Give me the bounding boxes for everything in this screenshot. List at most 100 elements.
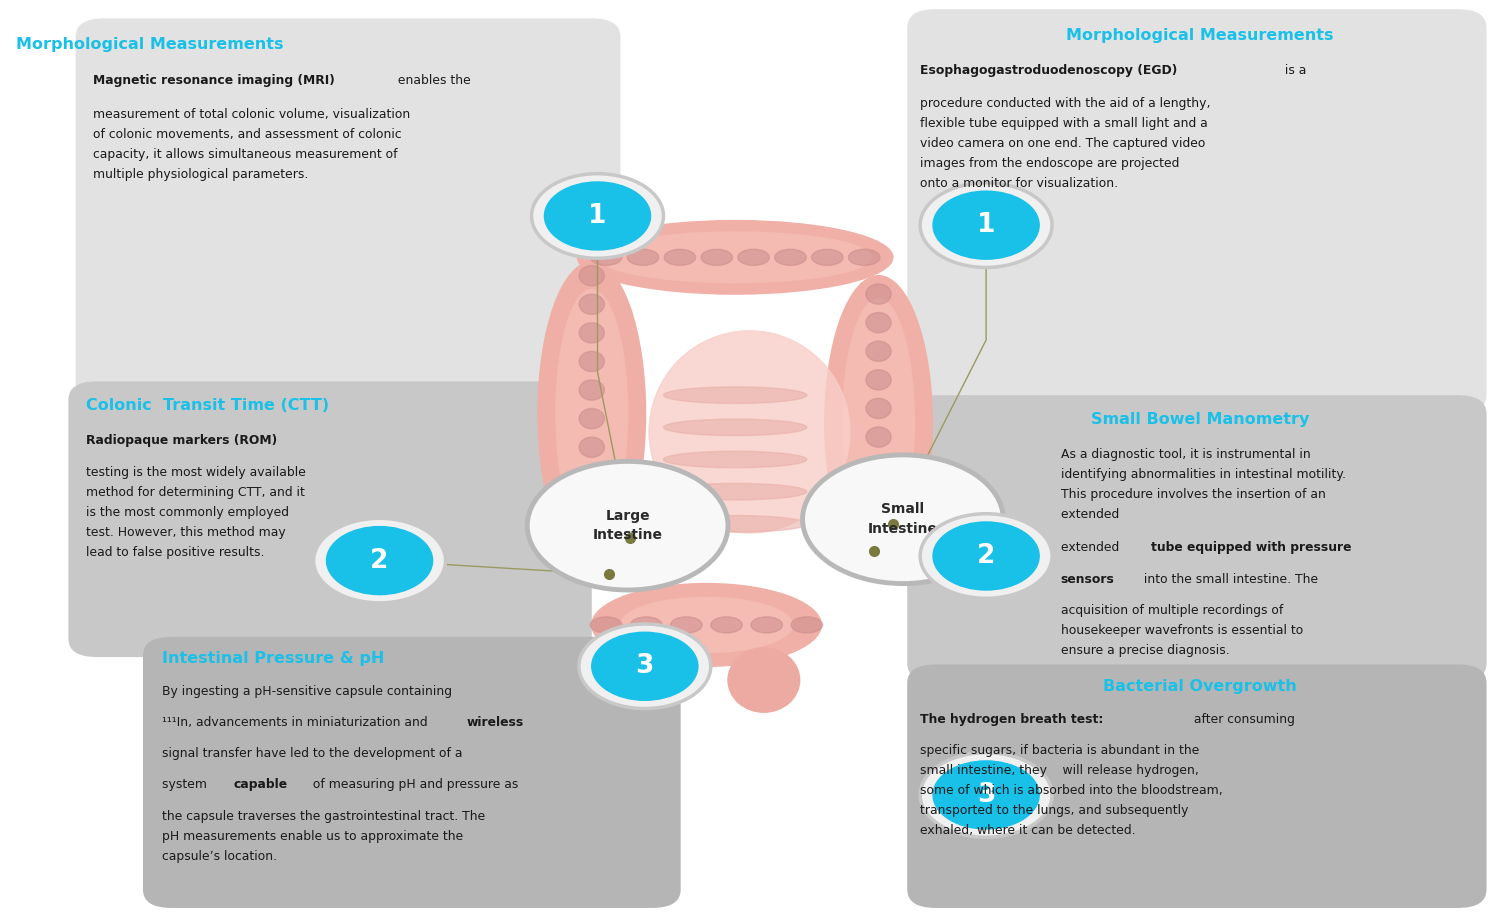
Text: Morphological Measurements: Morphological Measurements <box>16 37 285 51</box>
Text: wireless: wireless <box>467 716 524 729</box>
Ellipse shape <box>592 584 821 666</box>
Ellipse shape <box>580 437 604 458</box>
Ellipse shape <box>538 262 646 565</box>
Circle shape <box>544 182 650 250</box>
Ellipse shape <box>866 484 891 505</box>
Text: is a: is a <box>1281 64 1306 77</box>
Circle shape <box>313 518 445 603</box>
Ellipse shape <box>671 617 703 633</box>
Ellipse shape <box>664 249 695 266</box>
Ellipse shape <box>599 232 872 283</box>
Text: 1: 1 <box>977 212 995 238</box>
FancyBboxPatch shape <box>69 381 592 657</box>
Ellipse shape <box>866 312 891 333</box>
Ellipse shape <box>664 451 807 468</box>
Ellipse shape <box>664 387 807 403</box>
Ellipse shape <box>866 398 891 418</box>
Ellipse shape <box>577 221 893 294</box>
Text: testing is the most widely available
method for determining CTT, and it
is the m: testing is the most widely available met… <box>85 466 306 559</box>
Text: extended: extended <box>1061 541 1124 554</box>
Ellipse shape <box>580 351 604 371</box>
Ellipse shape <box>791 617 822 633</box>
Text: sensors: sensors <box>1061 573 1115 585</box>
Ellipse shape <box>580 409 604 429</box>
Text: By ingesting a pH-sensitive capsule containing: By ingesting a pH-sensitive capsule cont… <box>162 685 451 698</box>
Text: 2: 2 <box>977 543 995 569</box>
Text: 3: 3 <box>977 782 995 808</box>
Circle shape <box>592 632 698 700</box>
Text: of measuring pH and pressure as: of measuring pH and pressure as <box>309 778 518 791</box>
Circle shape <box>803 455 1004 584</box>
Text: The hydrogen breath test:: The hydrogen breath test: <box>920 713 1104 726</box>
Ellipse shape <box>620 597 792 652</box>
Text: Colonic  Transit Time (CTT): Colonic Transit Time (CTT) <box>85 398 328 413</box>
Text: system: system <box>162 778 211 791</box>
Text: the capsule traverses the gastrointestinal tract. The
pH measurements enable us : the capsule traverses the gastrointestin… <box>162 810 485 863</box>
Ellipse shape <box>580 266 604 286</box>
Ellipse shape <box>664 516 807 532</box>
Ellipse shape <box>843 299 914 547</box>
Circle shape <box>920 183 1052 267</box>
Text: enables the: enables the <box>394 74 470 86</box>
Text: into the small intestine. The: into the small intestine. The <box>1140 573 1318 585</box>
Ellipse shape <box>556 289 628 538</box>
Circle shape <box>527 461 728 590</box>
Text: As a diagnostic tool, it is instrumental in
identifying abnormalities in intesti: As a diagnostic tool, it is instrumental… <box>1061 448 1345 520</box>
Ellipse shape <box>866 513 891 533</box>
Text: Small Bowel Manometry: Small Bowel Manometry <box>1091 412 1309 426</box>
Text: acquisition of multiple recordings of
housekeeper wavefronts is essential to
ens: acquisition of multiple recordings of ho… <box>1061 604 1303 657</box>
Ellipse shape <box>848 249 879 266</box>
Ellipse shape <box>866 369 891 390</box>
Ellipse shape <box>590 249 622 266</box>
Ellipse shape <box>664 483 807 500</box>
Circle shape <box>933 761 1040 829</box>
Text: Small
Intestine: Small Intestine <box>867 503 938 536</box>
Ellipse shape <box>628 249 659 266</box>
Ellipse shape <box>866 456 891 476</box>
Text: Magnetic resonance imaging (MRI) enables the: Magnetic resonance imaging (MRI) enables… <box>93 74 385 86</box>
Ellipse shape <box>866 284 891 304</box>
Circle shape <box>920 753 1052 837</box>
Text: procedure conducted with the aid of a lengthy,
flexible tube equipped with a sma: procedure conducted with the aid of a le… <box>920 97 1210 190</box>
Text: signal transfer have led to the development of a: signal transfer have led to the developm… <box>162 747 461 760</box>
Text: Radiopaque markers (ROM): Radiopaque markers (ROM) <box>85 434 277 447</box>
Ellipse shape <box>590 617 622 633</box>
Text: ¹¹¹In, advancements in miniaturization and: ¹¹¹In, advancements in miniaturization a… <box>162 716 431 729</box>
Text: Magnetic resonance imaging (MRI): Magnetic resonance imaging (MRI) <box>93 74 334 86</box>
Text: Esophagogastroduodenoscopy (EGD): Esophagogastroduodenoscopy (EGD) <box>920 64 1177 77</box>
Ellipse shape <box>866 427 891 448</box>
FancyBboxPatch shape <box>908 395 1486 682</box>
Circle shape <box>933 191 1040 259</box>
Circle shape <box>327 527 433 595</box>
Circle shape <box>920 514 1052 598</box>
Text: capable: capable <box>234 778 288 791</box>
Circle shape <box>532 174 664 258</box>
Ellipse shape <box>631 617 662 633</box>
Ellipse shape <box>580 523 604 543</box>
Ellipse shape <box>750 617 782 633</box>
Ellipse shape <box>866 541 891 562</box>
Text: specific sugars, if bacteria is abundant in the
small intestine, they    will re: specific sugars, if bacteria is abundant… <box>920 744 1222 837</box>
Circle shape <box>933 522 1040 590</box>
Ellipse shape <box>825 276 932 570</box>
Text: measurement of total colonic volume, visualization
of colonic movements, and ass: measurement of total colonic volume, vis… <box>93 108 410 181</box>
Ellipse shape <box>580 380 604 400</box>
Text: tube equipped with pressure: tube equipped with pressure <box>1150 541 1351 554</box>
Text: 1: 1 <box>589 203 607 229</box>
Circle shape <box>578 624 710 709</box>
Ellipse shape <box>580 294 604 314</box>
FancyBboxPatch shape <box>908 664 1486 908</box>
Ellipse shape <box>739 249 770 266</box>
Ellipse shape <box>664 419 807 436</box>
Text: Intestinal Pressure & pH: Intestinal Pressure & pH <box>162 651 383 665</box>
FancyBboxPatch shape <box>908 9 1486 414</box>
Ellipse shape <box>710 617 743 633</box>
Text: 2: 2 <box>370 548 389 573</box>
FancyBboxPatch shape <box>75 18 620 400</box>
Ellipse shape <box>580 494 604 515</box>
Ellipse shape <box>649 331 849 533</box>
Ellipse shape <box>812 249 843 266</box>
Ellipse shape <box>580 323 604 343</box>
Ellipse shape <box>774 249 806 266</box>
FancyBboxPatch shape <box>142 637 680 908</box>
